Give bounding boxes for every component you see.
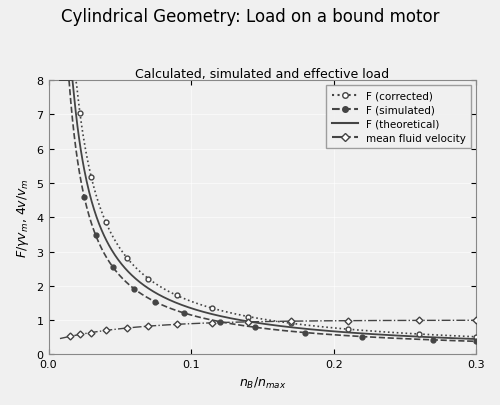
X-axis label: $n_B/n_{max}$: $n_B/n_{max}$ [238,375,286,390]
Y-axis label: $F/\gamma v_m$, $4v/v_m$: $F/\gamma v_m$, $4v/v_m$ [15,178,31,258]
Title: Calculated, simulated and effective load: Calculated, simulated and effective load [136,68,390,81]
Legend: F (corrected), F (simulated), F (theoretical), mean fluid velocity: F (corrected), F (simulated), F (theoret… [326,86,471,149]
Text: Cylindrical Geometry: Load on a bound motor: Cylindrical Geometry: Load on a bound mo… [61,8,440,26]
